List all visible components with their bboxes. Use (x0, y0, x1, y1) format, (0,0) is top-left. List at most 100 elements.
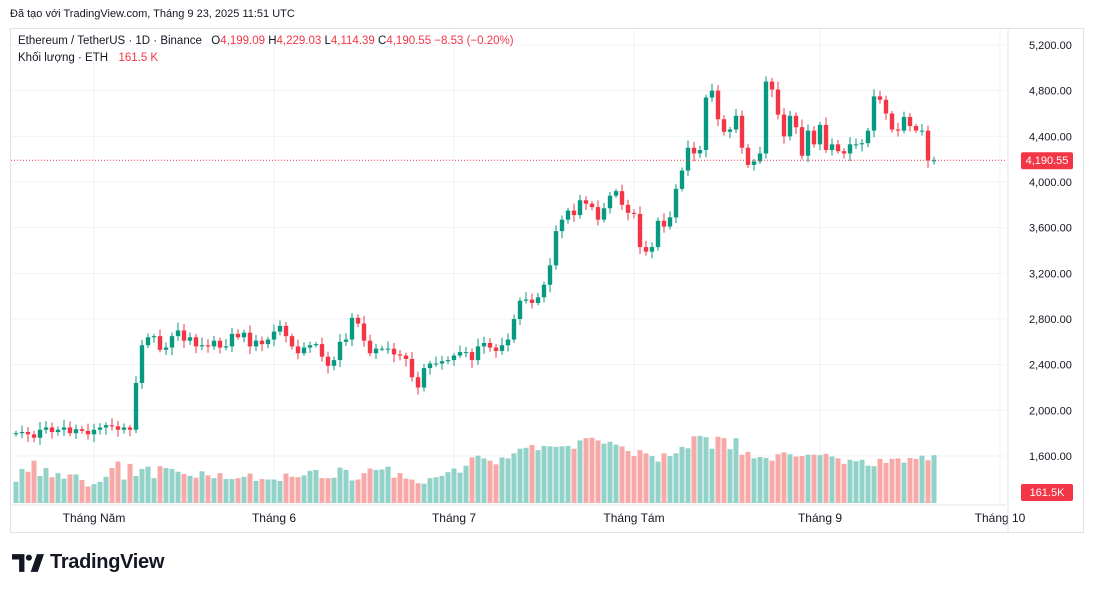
tradingview-logo[interactable]: TradingView (12, 551, 164, 574)
candle-body (925, 130, 931, 161)
volume-bar (847, 459, 853, 503)
volume-bar (895, 458, 901, 503)
candle-body (397, 354, 403, 356)
volume-bar (811, 454, 817, 503)
high-value: 4,229.03 (276, 35, 322, 47)
candle-body (799, 127, 805, 156)
volume-bar (541, 445, 547, 503)
candle-body (79, 429, 85, 431)
volume-bar (631, 456, 637, 503)
y-tick-label: 2,800.00 (1029, 314, 1072, 326)
volume-bar (271, 479, 277, 503)
candle-body (247, 332, 253, 347)
volume-bar (115, 461, 121, 503)
x-tick-label: Tháng Năm (63, 511, 126, 525)
y-tick-label: 2,400.00 (1029, 360, 1072, 372)
volume-bar (913, 458, 919, 503)
volume-bar (835, 458, 841, 503)
volume-bar (457, 472, 463, 503)
candle-body (793, 115, 799, 128)
candle-body (343, 339, 349, 342)
volume-label: Khối lượng · ETH (18, 52, 109, 64)
volume-bar (529, 445, 535, 503)
volume-bar (13, 481, 19, 503)
volume-bar (109, 468, 115, 503)
volume-bar (199, 471, 205, 503)
candle-body (493, 347, 499, 351)
candle-body (115, 426, 121, 430)
volume-bar (247, 473, 253, 503)
volume-bar (25, 471, 31, 503)
volume-bar (97, 481, 103, 503)
volume-bar (229, 479, 235, 503)
candle-body (181, 330, 187, 341)
candle-body (763, 81, 769, 154)
volume-bar (433, 477, 439, 503)
candle-body (205, 345, 211, 347)
candle-body (403, 355, 409, 359)
volume-bar (379, 469, 385, 503)
chart-frame[interactable]: 5,200.00 4,800.00 4,400.00 4,000.00 3,600.00… (10, 28, 1084, 533)
volume-bar (589, 437, 595, 503)
candle-body (541, 284, 547, 298)
candle-body (661, 220, 667, 227)
x-tick-label: Tháng 10 (975, 511, 1026, 525)
candle-body (649, 247, 655, 252)
volume-bar (397, 473, 403, 503)
candle-body (19, 432, 25, 434)
candle-body (895, 129, 901, 131)
candle-body (487, 342, 493, 348)
candle-body (229, 333, 235, 347)
volume-bar (883, 462, 889, 503)
candle-body (901, 116, 907, 131)
candle-body (607, 195, 613, 209)
candle-body (709, 90, 715, 98)
volume-bar (709, 448, 715, 503)
candle-body (727, 129, 733, 132)
volume-bar (211, 478, 217, 503)
volume-bar (391, 477, 397, 503)
volume-bar (145, 466, 151, 503)
price-chart[interactable]: 5,200.00 4,800.00 4,400.00 4,000.00 3,600.00… (11, 29, 1083, 532)
volume-bar (49, 477, 55, 503)
volume-bar (289, 476, 295, 503)
candle-body (31, 434, 37, 438)
candle-body (169, 336, 175, 348)
candle-body (223, 346, 229, 348)
candle-body (451, 355, 457, 361)
candle-body (733, 115, 739, 130)
volume-bar (349, 480, 355, 503)
candle-body (259, 340, 265, 345)
volume-bar (55, 473, 61, 503)
candle-body (631, 212, 637, 214)
volume-bar (85, 486, 91, 503)
high-key: H (268, 35, 277, 47)
volume-bar (487, 460, 493, 503)
volume-bar (283, 473, 289, 503)
volume-bar (481, 458, 487, 503)
candle-body (85, 430, 91, 435)
low-value: 4,114.39 (330, 35, 375, 47)
candle-body (355, 317, 361, 324)
candle-body (409, 358, 415, 378)
candle-body (253, 340, 259, 347)
candle-body (109, 425, 115, 427)
volume-bar (721, 438, 727, 503)
candle-body (187, 337, 193, 341)
candle-body (571, 210, 577, 216)
volume-bar (697, 435, 703, 503)
volume-bar (217, 473, 223, 503)
candle-body (883, 99, 889, 114)
volume-bar (319, 478, 325, 503)
candle-body (697, 150, 703, 154)
candle-body (523, 299, 529, 301)
volume-bar (745, 451, 751, 503)
candle-body (301, 347, 307, 354)
candle-body (151, 336, 157, 338)
candle-body (841, 151, 847, 154)
candle-body (127, 427, 133, 430)
candle-body (67, 427, 73, 434)
candle-body (91, 429, 97, 435)
candle-body (55, 429, 61, 433)
candle-body (337, 341, 343, 361)
